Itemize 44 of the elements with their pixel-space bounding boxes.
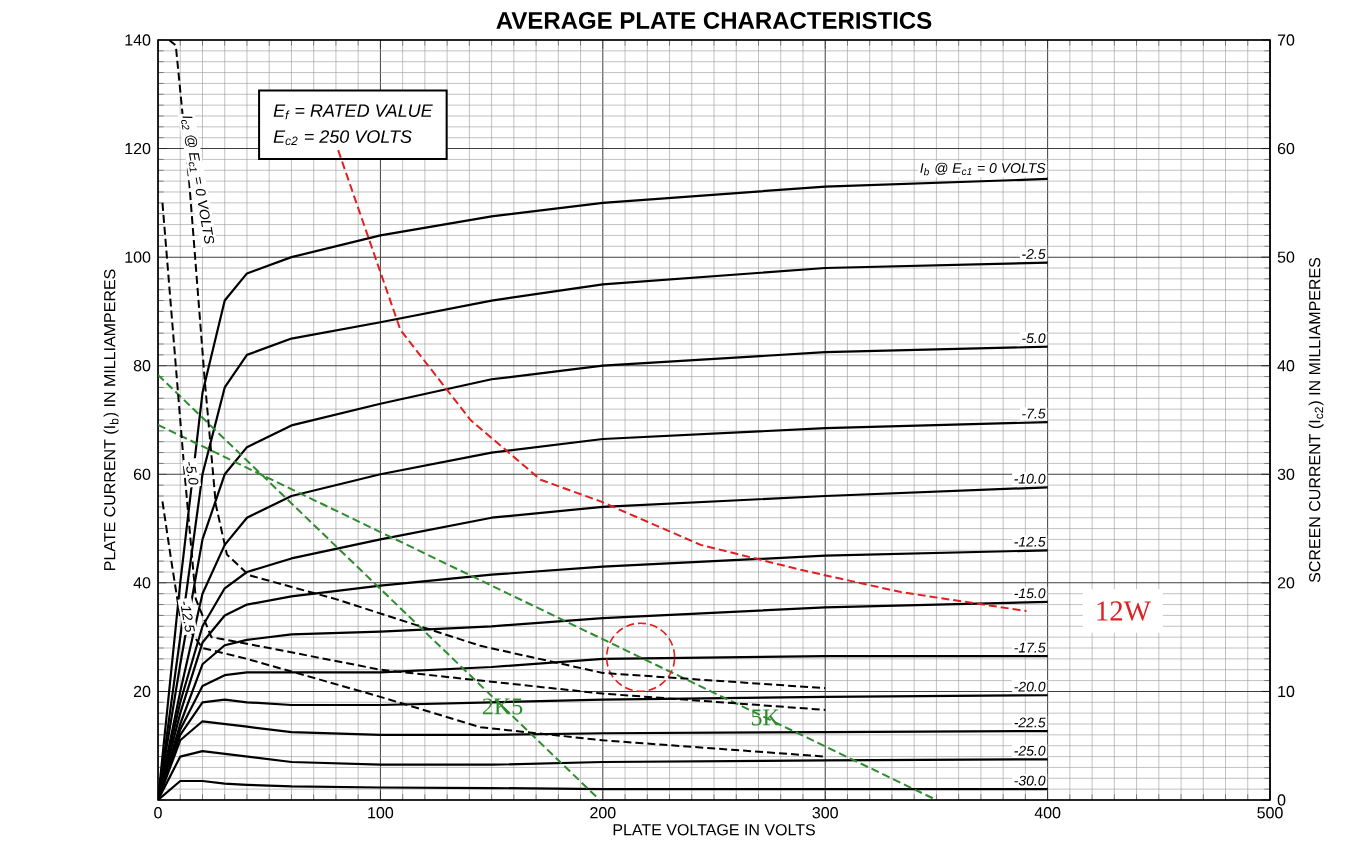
y2-tick-label: 60 [1277, 142, 1295, 155]
y2-tick-label: 70 [1277, 34, 1295, 46]
x-axis-title: PLATE VOLTAGE IN VOLTS [613, 824, 815, 836]
series-label: -12.5 [1014, 536, 1046, 547]
x-tick-label: 300 [812, 807, 838, 819]
text: I$_{c2}$ @ E$_{c1}$ = 0 VOLTS [181, 116, 215, 244]
series-label: -17.5 [1014, 642, 1046, 653]
y-tick-label: 20 [133, 685, 151, 698]
text: -5.0 [186, 462, 199, 485]
y-tick-label: 80 [133, 360, 151, 372]
y-tick-label: 40 [133, 577, 151, 589]
y-tick-label: 100 [125, 251, 151, 263]
series-label: -30.0 [1014, 775, 1046, 786]
series-label: I$_{b}$ @ E$_{c1}$ = 0 VOLTS [920, 162, 1046, 176]
y-tick-label: 60 [133, 468, 151, 480]
x-tick-label: 400 [1034, 807, 1061, 819]
x-tick-label: 500 [1257, 807, 1283, 819]
series-label: -2.5 [1022, 249, 1046, 259]
x-tick-label: 100 [368, 807, 394, 819]
annotation: E$_{c2}$ = 250 VOLTS [273, 130, 412, 146]
series-label: -7.5 [1022, 408, 1046, 419]
annotation: E$_{f}$ = RATED VALUE [273, 104, 433, 120]
series-label: -15.0 [1014, 588, 1046, 599]
y-tick-label: 120 [125, 142, 151, 155]
y2-tick-label: 0 [1277, 794, 1286, 806]
y2-tick-label: 10 [1278, 685, 1295, 698]
y-tick-label: 140 [125, 34, 151, 46]
y2-axis-title: SCREEN CURRENT (I$_{c2}$) IN MILLIAMPERES [1308, 257, 1324, 583]
y2-tick-label: 40 [1277, 360, 1295, 372]
series-label: -5.0 [1022, 333, 1046, 344]
series-label: -10.0 [1014, 473, 1046, 484]
y2-tick-label: 30 [1277, 468, 1295, 480]
y2-tick-label: 20 [1277, 577, 1295, 589]
series-label: 2K5 [482, 698, 523, 715]
x-tick-label: 0 [154, 807, 162, 819]
x-tick-label: 200 [590, 807, 616, 819]
series-label: -25.0 [1014, 745, 1046, 756]
series-label: -22.5 [1014, 717, 1046, 728]
text: 12W [1097, 601, 1151, 621]
chart-title: AVERAGE PLATE CHARACTERISTICS [496, 11, 932, 29]
y2-tick-label: 50 [1277, 251, 1295, 263]
series-label: -20.0 [1014, 681, 1046, 692]
y-axis-title: PLATE CURRENT (I$_{b}$) IN MILLIAMPERES [103, 269, 119, 570]
text: -12.5 [180, 601, 195, 632]
